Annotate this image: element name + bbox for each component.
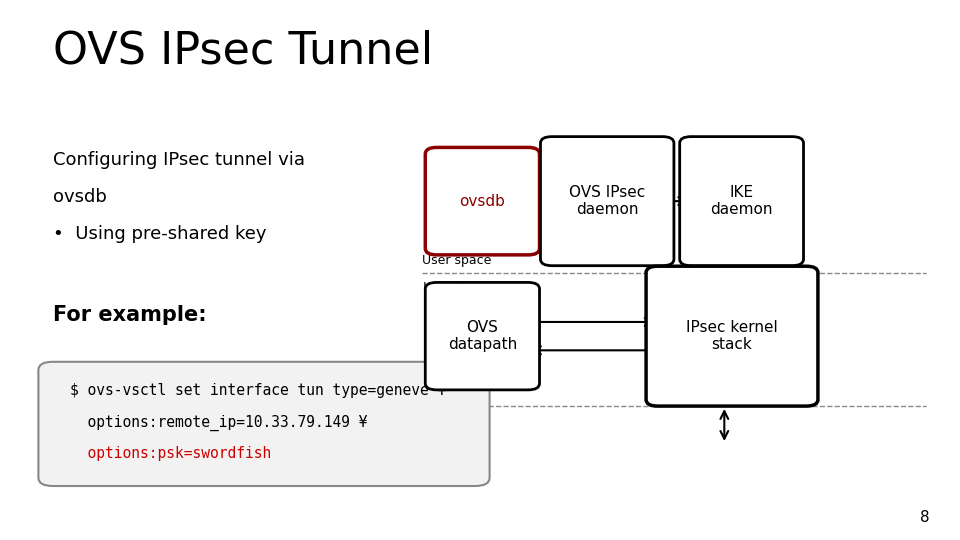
Text: User space: User space [422,254,492,267]
FancyBboxPatch shape [38,362,490,486]
Text: For example:: For example: [53,305,206,325]
Text: $ ovs-vsctl set interface tun type=geneve ¥: $ ovs-vsctl set interface tun type=genev… [70,383,446,399]
FancyBboxPatch shape [540,137,674,266]
Text: Kernel: Kernel [422,281,462,294]
Text: •  Using pre-shared key: • Using pre-shared key [53,225,266,242]
Text: OVS
datapath: OVS datapath [447,320,517,353]
Text: ovsdb: ovsdb [53,188,107,206]
FancyBboxPatch shape [425,147,540,255]
Text: OVS IPsec Tunnel: OVS IPsec Tunnel [53,30,433,73]
Text: OVS IPsec
daemon: OVS IPsec daemon [569,185,645,217]
Text: IKE
daemon: IKE daemon [710,185,773,217]
Text: options:psk=swordfish: options:psk=swordfish [70,446,272,461]
Text: Configuring IPsec tunnel via: Configuring IPsec tunnel via [53,151,305,169]
Text: 8: 8 [920,510,929,525]
FancyBboxPatch shape [680,137,804,266]
Text: ovsdb: ovsdb [460,194,505,208]
FancyBboxPatch shape [646,266,818,406]
Text: IPsec kernel
stack: IPsec kernel stack [686,320,778,352]
FancyBboxPatch shape [425,282,540,390]
Text: options:remote_ip=10.33.79.149 ¥: options:remote_ip=10.33.79.149 ¥ [70,415,368,431]
